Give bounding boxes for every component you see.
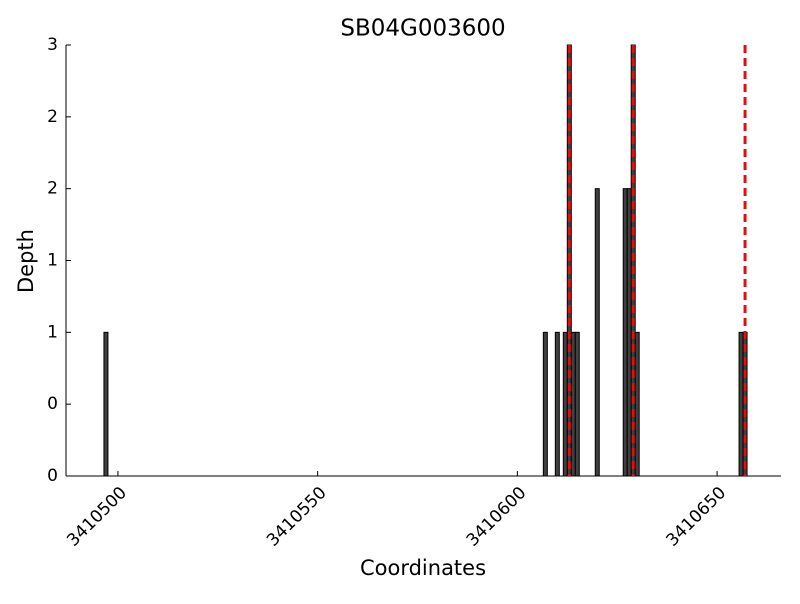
x-axis-label: Coordinates	[360, 556, 486, 580]
bar	[103, 331, 109, 477]
y-tick-label: 2	[47, 107, 58, 127]
y-tick-label: 1	[47, 251, 58, 271]
y-tick-label: 0	[47, 394, 58, 414]
bar	[562, 331, 568, 477]
bar	[574, 331, 580, 477]
bar	[634, 331, 640, 477]
y-tick-label: 0	[47, 466, 58, 486]
bar	[554, 331, 560, 477]
x-tick-label: 3410500	[63, 483, 131, 551]
x-tick-label: 3410600	[463, 483, 531, 551]
bar	[570, 331, 576, 477]
chart-title: SB04G003600	[340, 16, 505, 42]
x-tick-label: 3410550	[263, 483, 331, 551]
bar	[594, 188, 600, 477]
y-axis-label: Depth	[14, 229, 38, 293]
y-tick-label: 3	[47, 35, 58, 55]
bar	[622, 188, 628, 477]
x-tick-label: 3410650	[662, 483, 730, 551]
bar	[738, 331, 744, 477]
bar	[626, 188, 632, 477]
y-tick-label: 1	[47, 322, 58, 342]
bar	[542, 331, 548, 477]
y-tick-label: 2	[47, 179, 58, 199]
